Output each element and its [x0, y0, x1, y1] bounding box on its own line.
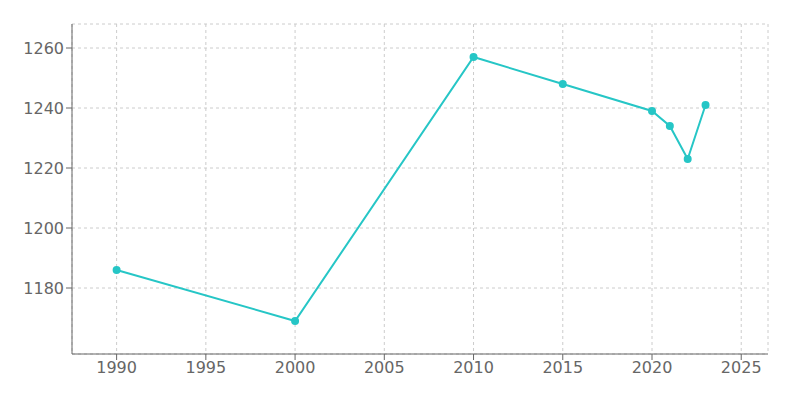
svg-text:1200: 1200 [23, 219, 64, 238]
svg-text:2005: 2005 [364, 358, 405, 377]
svg-text:2010: 2010 [453, 358, 494, 377]
svg-text:1990: 1990 [96, 358, 137, 377]
svg-text:1180: 1180 [23, 279, 64, 298]
svg-text:1995: 1995 [185, 358, 226, 377]
svg-text:2015: 2015 [542, 358, 583, 377]
svg-text:1260: 1260 [23, 39, 64, 58]
svg-text:2025: 2025 [721, 358, 762, 377]
svg-text:2020: 2020 [632, 358, 673, 377]
svg-text:2000: 2000 [275, 358, 316, 377]
svg-text:1240: 1240 [23, 99, 64, 118]
svg-text:1220: 1220 [23, 159, 64, 178]
